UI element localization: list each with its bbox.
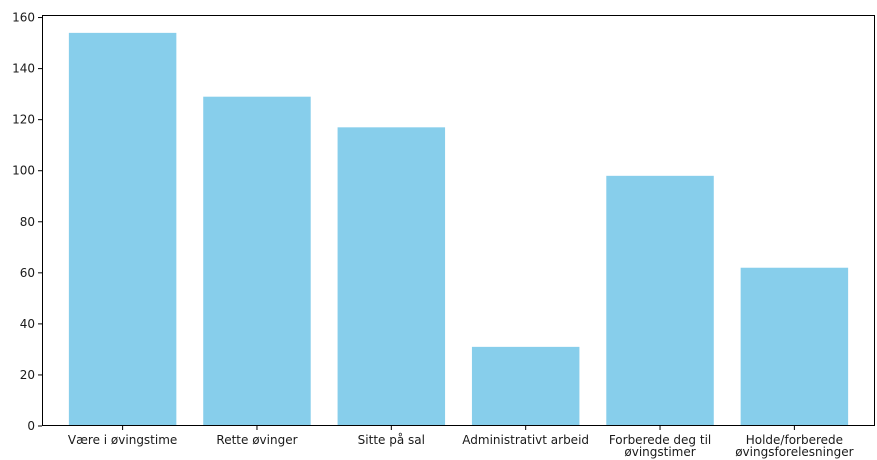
y-tick-label: 20 <box>20 368 35 382</box>
bar-6 <box>740 267 849 426</box>
x-tick-label: øvingsforelesninger <box>735 445 853 459</box>
bar-3 <box>337 127 446 426</box>
bar-1 <box>68 32 177 426</box>
y-tick-label: 140 <box>12 62 35 76</box>
y-tick-label: 40 <box>20 317 35 331</box>
x-tick-label: Forberede deg til <box>609 433 711 447</box>
x-tick-label: øvingstimer <box>624 445 695 459</box>
x-axis-ticks: Være i øvingstime Rette øvinger Sitte på s… <box>68 426 854 459</box>
x-tick-label: Rette øvinger <box>216 433 297 447</box>
bars-group <box>68 32 849 426</box>
bar-2 <box>203 96 311 426</box>
x-tick-label: Holde/forberede <box>746 433 843 447</box>
x-tick-label: Være i øvingstime <box>68 433 177 447</box>
plot-frame <box>42 15 875 426</box>
y-tick-label: 60 <box>20 266 35 280</box>
y-tick-label: 0 <box>27 419 35 433</box>
y-axis-ticks: 0 20 40 60 80 100 120 140 160 <box>12 11 42 433</box>
y-tick-label: 120 <box>12 113 35 127</box>
x-tick-label: Sitte på sal <box>358 433 425 447</box>
y-tick-label: 160 <box>12 11 35 25</box>
x-tick-label: Administrativt arbeid <box>462 433 589 447</box>
y-tick-label: 80 <box>20 215 35 229</box>
bar-5 <box>606 175 714 426</box>
y-tick-label: 100 <box>12 164 35 178</box>
bar-4 <box>471 346 580 426</box>
